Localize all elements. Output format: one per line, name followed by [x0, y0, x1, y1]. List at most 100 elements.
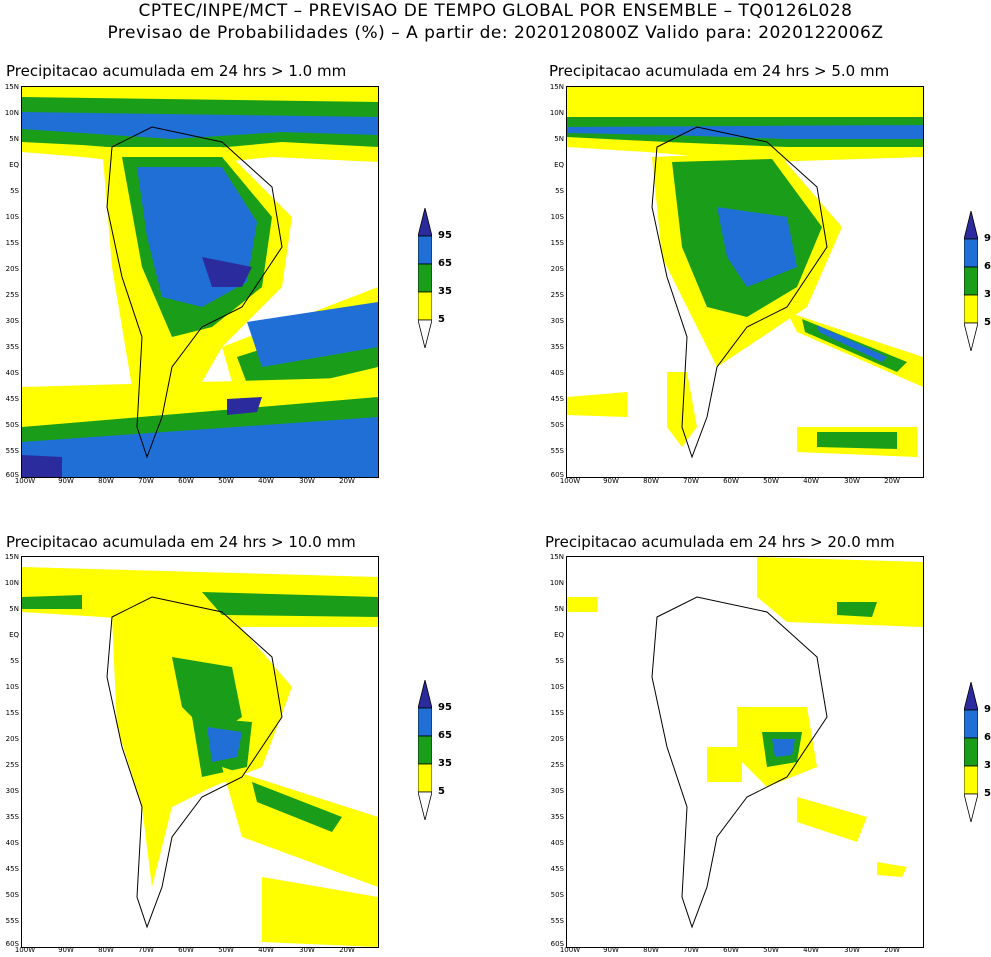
lon-label: 70W	[683, 477, 699, 485]
lat-label: 5N	[554, 605, 564, 613]
header-line-1: CPTEC/INPE/MCT – PREVISAO DE TEMPO GLOBA…	[138, 1, 853, 21]
lat-label: 10N	[549, 109, 564, 117]
panel-2-map	[566, 86, 924, 478]
lat-label: 10S	[550, 213, 564, 221]
legend-panel-1: 95 65 35 5	[418, 208, 478, 348]
panel-2-title: Precipitacao acumulada em 24 hrs > 5.0 m…	[549, 62, 890, 80]
panel-4-field	[567, 557, 923, 947]
lat-label: 50S	[550, 891, 564, 899]
lon-label: 30W	[844, 477, 860, 485]
lat-label: 30S	[5, 787, 19, 795]
lat-label: 20S	[550, 265, 564, 273]
lat-label: 30S	[550, 317, 564, 325]
panel-1-title: Precipitacao acumulada em 24 hrs > 1.0 m…	[6, 62, 347, 80]
panel-3-title: Precipitacao acumulada em 24 hrs > 10.0 …	[6, 533, 356, 551]
lat-label: 25S	[550, 291, 564, 299]
lat-label: 40S	[550, 369, 564, 377]
lon-label: 90W	[603, 477, 619, 485]
legend-label: 35	[438, 286, 452, 297]
lat-label: EQ	[554, 631, 564, 639]
lat-label: 10S	[5, 683, 19, 691]
lat-label: 50S	[550, 421, 564, 429]
lon-label: 100W	[14, 946, 36, 954]
lat-label: 60S	[550, 471, 564, 479]
legend-label: 5	[438, 314, 445, 325]
lat-label: 20S	[550, 735, 564, 743]
legend-label: 95	[438, 230, 452, 241]
lat-label: 20S	[5, 735, 19, 743]
lat-label: 25S	[5, 761, 19, 769]
legend-label: 5	[438, 786, 445, 797]
legend-colorbar	[418, 680, 432, 820]
lon-label: 20W	[884, 946, 900, 954]
lon-label: 50W	[763, 477, 779, 485]
lat-label: EQ	[9, 631, 19, 639]
lat-label: 35S	[550, 813, 564, 821]
lat-label: 15S	[550, 709, 564, 717]
lon-label: 60W	[723, 477, 739, 485]
lon-label: 50W	[763, 946, 779, 954]
lat-label: 50S	[5, 421, 19, 429]
lat-label: 15S	[550, 239, 564, 247]
panel-4-title: Precipitacao acumulada em 24 hrs > 20.0 …	[545, 533, 895, 551]
lat-label: 55S	[550, 917, 564, 925]
lat-label: 10N	[4, 579, 19, 587]
lat-label: 15N	[549, 83, 564, 91]
legend-panel-4: 95 65 35 5	[964, 682, 991, 822]
lon-label: 80W	[643, 946, 659, 954]
lon-label: 50W	[218, 946, 234, 954]
lat-label: EQ	[554, 161, 564, 169]
lat-label: 55S	[5, 917, 19, 925]
legend-panel-3: 95 65 35 5	[418, 680, 478, 820]
lat-label: 5S	[555, 187, 564, 195]
lat-label: 45S	[5, 865, 19, 873]
lon-label: 70W	[138, 946, 154, 954]
lon-label: 40W	[803, 477, 819, 485]
panel-3-map	[21, 556, 379, 948]
lon-label: 100W	[559, 946, 581, 954]
lat-label: 35S	[5, 813, 19, 821]
lat-label: 40S	[550, 839, 564, 847]
lat-label: 15S	[5, 239, 19, 247]
lon-label: 20W	[339, 477, 355, 485]
lat-label: 10N	[4, 109, 19, 117]
lat-label: 45S	[5, 395, 19, 403]
legend-label: 5	[984, 317, 991, 328]
lon-label: 60W	[178, 477, 194, 485]
lat-label: 25S	[5, 291, 19, 299]
lat-label: 20S	[5, 265, 19, 273]
legend-label: 35	[984, 289, 991, 300]
lat-label: 15N	[549, 553, 564, 561]
legend-label: 65	[438, 730, 452, 741]
legend-label: 35	[984, 760, 991, 771]
lon-label: 20W	[339, 946, 355, 954]
lon-label: 80W	[98, 477, 114, 485]
lat-label: 55S	[5, 447, 19, 455]
lon-label: 30W	[299, 477, 315, 485]
legend-label: 65	[984, 261, 991, 272]
legend-label: 65	[984, 732, 991, 743]
lon-label: 80W	[643, 477, 659, 485]
legend-label: 35	[438, 758, 452, 769]
lon-label: 40W	[258, 477, 274, 485]
lon-label: 60W	[723, 946, 739, 954]
lat-label: 60S	[5, 471, 19, 479]
lat-label: EQ	[9, 161, 19, 169]
panel-4-map	[566, 556, 924, 948]
lon-label: 30W	[299, 946, 315, 954]
lat-label: 10S	[5, 213, 19, 221]
lat-label: 40S	[5, 369, 19, 377]
lat-label: 5S	[10, 657, 19, 665]
panel-1-map	[21, 86, 379, 478]
lat-label: 5S	[10, 187, 19, 195]
lat-label: 5S	[555, 657, 564, 665]
lat-label: 5N	[9, 135, 19, 143]
lat-label: 25S	[550, 761, 564, 769]
lon-label: 40W	[258, 946, 274, 954]
legend-panel-2: 95 65 35 5	[964, 211, 991, 351]
lat-label: 10N	[549, 579, 564, 587]
lat-label: 5N	[554, 135, 564, 143]
lat-label: 60S	[550, 940, 564, 948]
lon-label: 90W	[603, 946, 619, 954]
lat-label: 35S	[5, 343, 19, 351]
